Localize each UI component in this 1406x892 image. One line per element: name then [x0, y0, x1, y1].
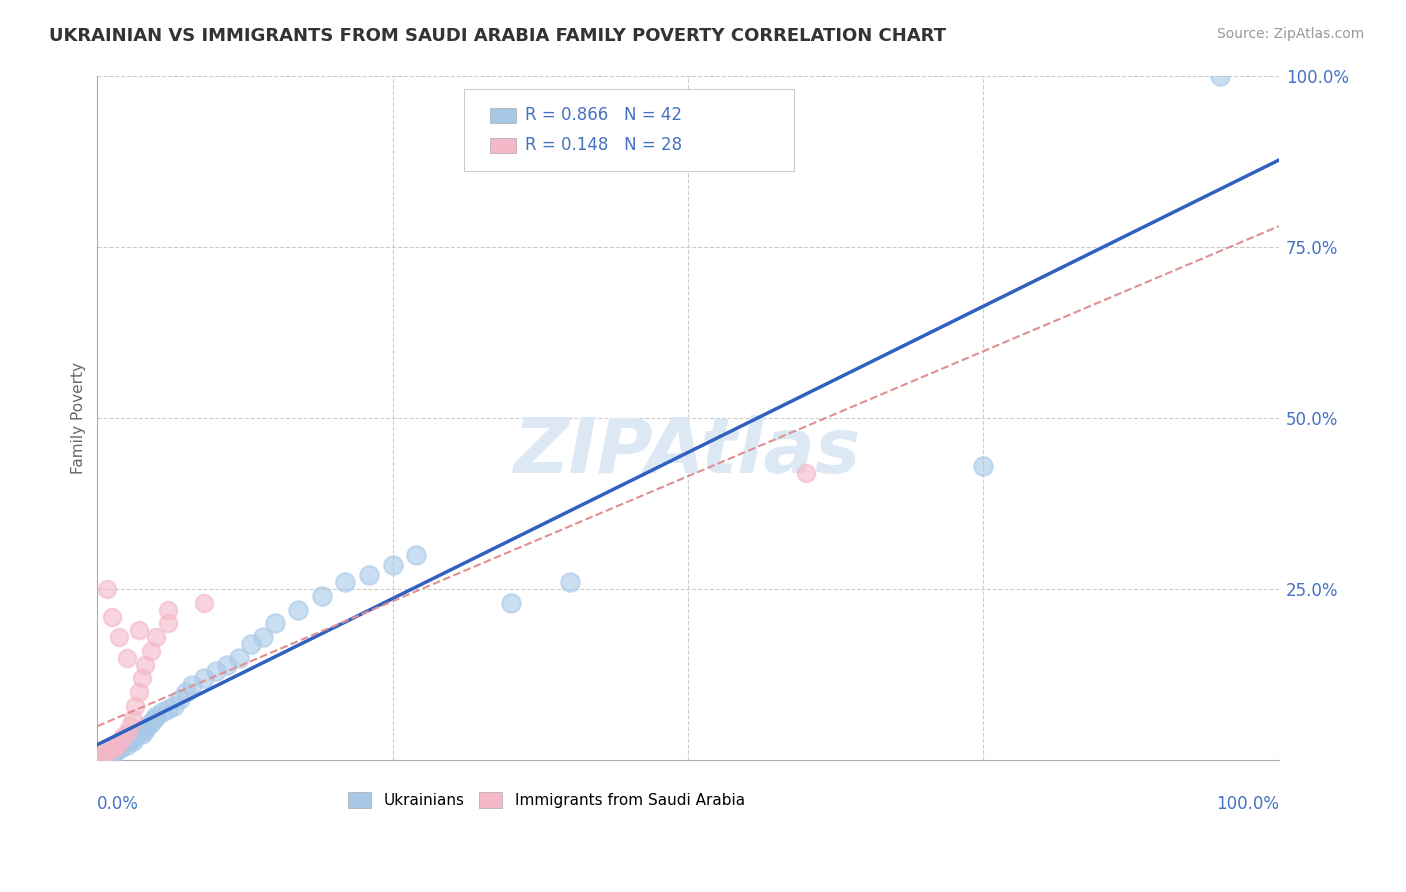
Point: [96, 745, 118, 759]
Point: [120, 719, 142, 733]
Point: [115, 726, 138, 740]
Point: [136, 719, 159, 733]
Point: [131, 727, 153, 741]
Point: [163, 698, 186, 713]
Point: [143, 712, 166, 726]
Point: [139, 715, 162, 730]
Point: [157, 702, 180, 716]
Point: [174, 685, 197, 699]
Point: [107, 739, 129, 754]
Point: [287, 603, 309, 617]
Point: [239, 637, 262, 651]
Point: [359, 568, 381, 582]
Point: [217, 657, 239, 672]
Legend: Ukrainians, Immigrants from Saudi Arabia: Ukrainians, Immigrants from Saudi Arabia: [342, 786, 751, 814]
Point: [204, 665, 226, 679]
Point: [252, 630, 274, 644]
Point: [157, 616, 180, 631]
Text: Source: ZipAtlas.com: Source: ZipAtlas.com: [1216, 27, 1364, 41]
Point: [134, 657, 156, 672]
Point: [120, 732, 142, 747]
Point: [263, 616, 285, 631]
Point: [100, 609, 122, 624]
Point: [193, 671, 215, 685]
Text: 100.0%: 100.0%: [1216, 795, 1279, 813]
Point: [104, 745, 127, 759]
Point: [193, 596, 215, 610]
Point: [100, 741, 122, 756]
Point: [1209, 69, 1232, 83]
Point: [112, 736, 135, 750]
Point: [499, 596, 522, 610]
Point: [381, 558, 404, 573]
Point: [335, 575, 357, 590]
Point: [96, 582, 118, 597]
Point: [93, 747, 115, 761]
Point: [139, 644, 162, 658]
Point: [100, 747, 122, 762]
Point: [90, 750, 112, 764]
Text: UKRAINIAN VS IMMIGRANTS FROM SAUDI ARABIA FAMILY POVERTY CORRELATION CHART: UKRAINIAN VS IMMIGRANTS FROM SAUDI ARABI…: [49, 27, 946, 45]
Point: [124, 730, 146, 744]
Text: ZIPAtlas: ZIPAtlas: [515, 415, 862, 489]
Point: [104, 739, 127, 754]
Point: [107, 736, 129, 750]
Point: [91, 747, 114, 762]
Point: [169, 691, 191, 706]
Point: [145, 709, 167, 723]
Text: R = 0.866   N = 42: R = 0.866 N = 42: [524, 106, 682, 124]
Point: [128, 726, 150, 740]
Point: [311, 589, 333, 603]
Point: [972, 458, 994, 473]
Point: [112, 730, 135, 744]
Text: R = 0.148   N = 28: R = 0.148 N = 28: [524, 136, 682, 154]
Point: [121, 712, 143, 726]
Point: [121, 734, 143, 748]
FancyBboxPatch shape: [464, 89, 794, 171]
Y-axis label: Family Poverty: Family Poverty: [72, 362, 86, 474]
Point: [134, 723, 156, 737]
Point: [157, 603, 180, 617]
Point: [115, 739, 138, 753]
Bar: [489, 138, 516, 153]
Point: [180, 678, 202, 692]
Point: [558, 575, 581, 590]
Point: [128, 685, 150, 699]
Point: [107, 630, 129, 644]
Point: [91, 750, 114, 764]
Bar: [489, 108, 516, 123]
Point: [110, 741, 132, 756]
Text: 0.0%: 0.0%: [97, 795, 139, 813]
Point: [794, 466, 817, 480]
Point: [131, 671, 153, 685]
Point: [405, 548, 427, 562]
Point: [150, 706, 173, 720]
Point: [128, 624, 150, 638]
Point: [115, 650, 138, 665]
Point: [110, 732, 132, 747]
Point: [145, 630, 167, 644]
Point: [96, 747, 118, 761]
Point: [98, 743, 121, 757]
Point: [228, 650, 250, 665]
Point: [98, 743, 121, 757]
Point: [124, 698, 146, 713]
